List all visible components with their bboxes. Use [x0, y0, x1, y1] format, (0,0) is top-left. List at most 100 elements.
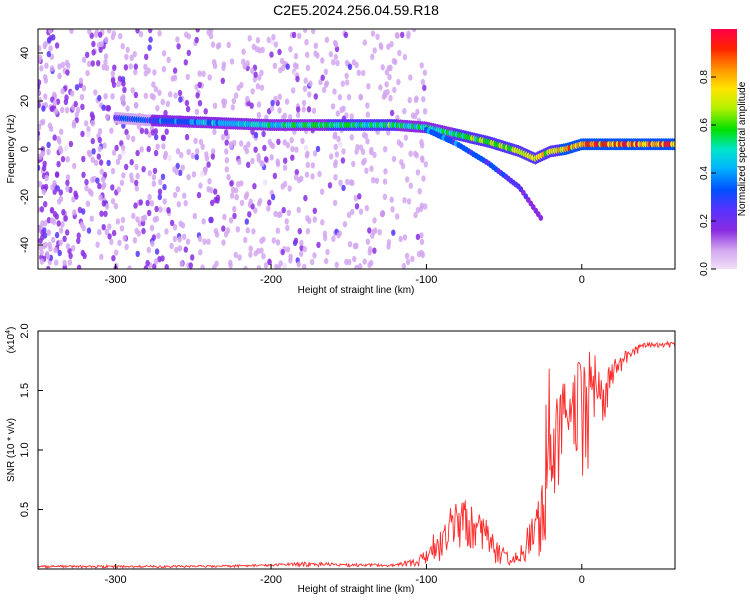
spectrogram-noise-cell	[305, 228, 311, 235]
spectrogram-noise-cell	[49, 105, 55, 113]
spectrogram-noise-cell	[84, 185, 89, 192]
spectrogram-noise-cell	[257, 74, 262, 81]
spectrogram-noise-cell	[406, 198, 412, 205]
spectrogram-noise-cell	[90, 60, 96, 67]
spectrogram-noise-cell	[260, 46, 265, 54]
spectrogram-noise-cell	[262, 179, 268, 186]
spectrogram-noise-cell	[194, 153, 199, 161]
spectrogram-noise-cell	[57, 138, 62, 145]
spectrogram-noise-cell	[213, 188, 218, 195]
spectrogram-noise-cell	[48, 245, 53, 252]
spectrogram-noise-cell	[174, 246, 179, 254]
spectrogram-noise-cell	[160, 255, 165, 262]
spectrogram-noise-cell	[115, 158, 121, 165]
spectrogram-noise-cell	[381, 93, 387, 100]
spectrogram-noise-cell	[241, 48, 246, 55]
spectrogram-noise-cell	[111, 149, 117, 156]
spectrogram-noise-cell	[354, 203, 360, 210]
spectrogram-noise-cell	[85, 69, 90, 77]
spectrogram-noise-cell	[151, 180, 156, 187]
spectrogram-noise-cell	[256, 111, 262, 119]
spectrogram-noise-cell	[90, 156, 95, 163]
spectrogram-noise-cell	[263, 156, 269, 163]
spectrogram-noise-cell	[137, 220, 143, 227]
spectrogram-noise-cell	[138, 31, 144, 38]
spectrogram-noise-cell	[38, 124, 42, 131]
spectrogram-noise-cell	[198, 138, 204, 146]
spectrogram-noise-cell	[413, 211, 418, 219]
spectrogram-noise-cell	[104, 203, 110, 210]
spectrogram-noise-cell	[95, 177, 100, 184]
spectrogram-noise-cell	[269, 154, 274, 161]
spectrogram-noise-cell	[41, 243, 46, 250]
spectrogram-noise-cell	[335, 110, 340, 117]
spectrogram-noise-cell	[71, 119, 77, 127]
spectrogram-noise-cell	[41, 118, 46, 126]
spectrogram-noise-cell	[195, 29, 200, 33]
spectrogram-noise-cell	[134, 185, 139, 192]
spectrogram-noise-cell	[277, 93, 282, 101]
spectrogram-noise-cell	[46, 217, 52, 224]
spectrogram-noise-cell	[233, 187, 239, 194]
spectrogram-noise-cell	[184, 99, 190, 107]
spectrogram-noise-cell	[331, 235, 336, 242]
spectrogram-noise-cell	[349, 113, 354, 120]
spectrogram-noise-cell	[63, 215, 68, 222]
spectrogram-noise-cell	[96, 153, 102, 160]
spectrogram-noise-cell	[91, 40, 96, 48]
spectrogram-noise-cell	[58, 189, 63, 196]
spectrogram-noise-cell	[419, 249, 424, 257]
snr-x-axis-label: Height of straight line (km)	[298, 584, 415, 595]
spectrogram-noise-cell	[41, 165, 47, 172]
spectrogram-noise-cell	[127, 265, 132, 269]
spectrogram-noise-cell	[250, 128, 255, 135]
colorbar-tick-label: 0.6	[699, 118, 710, 132]
spectrogram-noise-cell	[172, 235, 178, 243]
spectrogram-noise-cell	[63, 145, 69, 152]
spectrogram-noise-cell	[133, 102, 139, 109]
spectrogram-noise-cell	[97, 145, 103, 153]
spectrogram-noise-cell	[80, 103, 85, 111]
spectrogram-noise-cell	[328, 51, 334, 58]
spectrogram-noise-cell	[58, 195, 64, 202]
spectrogram-noise-cell	[95, 241, 100, 248]
spectrogram-noise-cell	[190, 254, 195, 261]
spectrogram-noise-cell	[178, 220, 183, 227]
spectrogram-noise-cell	[337, 141, 343, 148]
spectrogram-noise-cell	[129, 159, 134, 166]
spectrogram-noise-cell	[386, 43, 391, 50]
spectrogram-noise-cell	[358, 208, 364, 215]
spectrogram-noise-cell	[367, 249, 372, 256]
spectrogram-noise-cell	[145, 259, 150, 267]
spectrogram-noise-cell	[342, 221, 348, 228]
spectrogram-noise-cell	[65, 229, 70, 236]
spectrogram-noise-cell	[141, 227, 146, 235]
spectrogram-noise-cell	[350, 208, 355, 216]
spectrogram-noise-cell	[371, 177, 376, 184]
spectrogram-noise-cell	[277, 48, 282, 56]
spectrogram-noise-cell	[228, 262, 233, 269]
spectrogram-noise-cell	[269, 141, 274, 148]
spectrogram-noise-cell	[86, 227, 92, 234]
spectrogram-noise-cell	[224, 139, 229, 146]
spectrogram-noise-cell	[349, 134, 354, 141]
spectrogram-noise-cell	[297, 32, 302, 40]
spectrogram-noise-cell	[346, 94, 352, 101]
spectrogram-noise-cell	[161, 50, 167, 57]
spectrogram-noise-cell	[405, 258, 411, 266]
spectrogram-noise-cell	[124, 53, 129, 61]
spectrogram-noise-cell	[155, 143, 160, 150]
spectrogram-noise-cell	[151, 174, 157, 181]
spectrogram-noise-cell	[256, 153, 261, 160]
spectrogram-noise-cell	[57, 249, 62, 257]
spectrogram-noise-cell	[394, 32, 400, 39]
spectrogram-noise-cell	[202, 166, 208, 174]
spectrogram-noise-cell	[294, 63, 299, 70]
spectrogram-noise-cell	[130, 87, 135, 94]
spectrogram-noise-cell	[201, 70, 206, 78]
spectrogram-noise-cell	[135, 29, 140, 34]
spectrogram-noise-cell	[147, 193, 152, 201]
spectrogram-noise-cell	[391, 229, 396, 236]
spectrogram-noise-cell	[261, 130, 266, 138]
